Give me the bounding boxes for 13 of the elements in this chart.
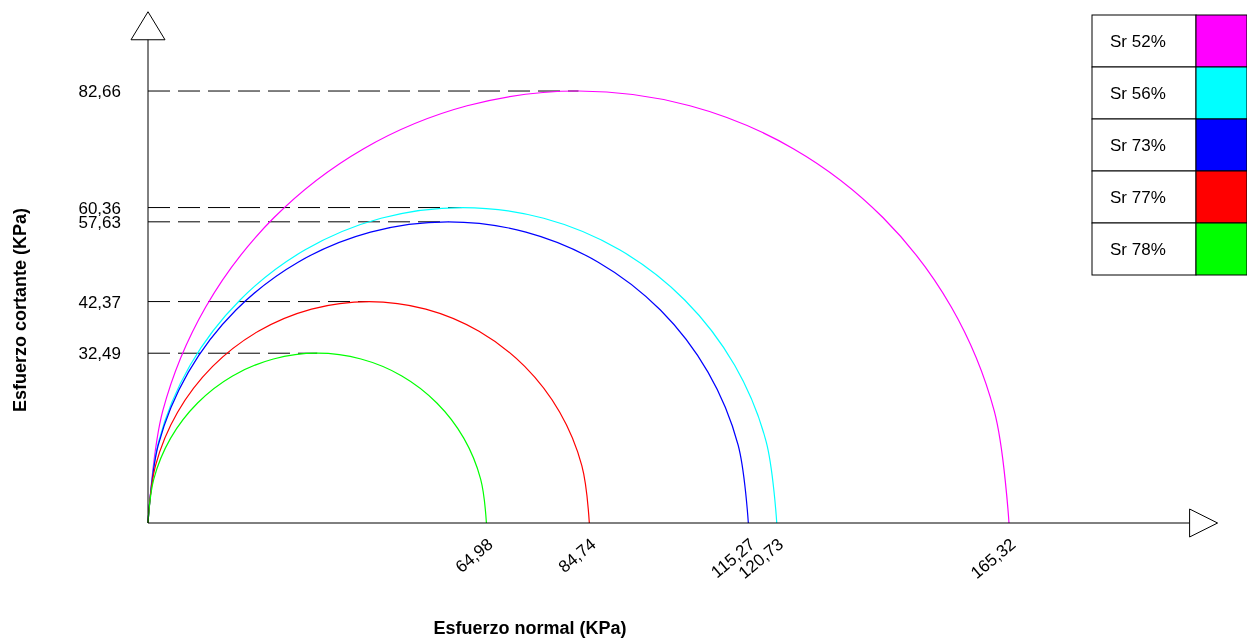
y-tick-label: 82,66 <box>78 81 121 101</box>
text: Sr 52% <box>1110 31 1166 51</box>
text: Sr 77% <box>1110 187 1166 207</box>
y-axis-title: Esfuerzo cortante (KPa) <box>10 207 30 413</box>
y-tick-label: 32,49 <box>78 344 121 364</box>
text: Sr 56% <box>1110 83 1166 103</box>
line-series <box>147 300 590 524</box>
text: Sr 78% <box>1110 239 1166 259</box>
line-series <box>147 90 1010 524</box>
line-series <box>147 352 488 524</box>
y-tick-label: 42,37 <box>78 292 121 312</box>
text: Sr 73% <box>1110 135 1166 155</box>
x-axis-title: Esfuerzo normal (KPa) <box>433 618 627 638</box>
